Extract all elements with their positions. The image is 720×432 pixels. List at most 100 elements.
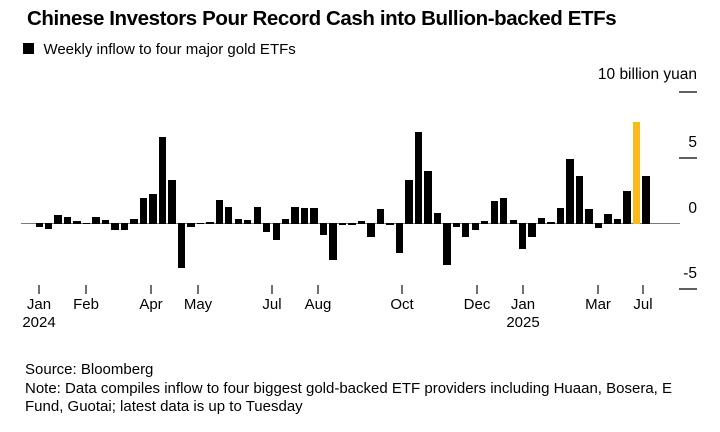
bar-week-43 xyxy=(443,223,451,266)
bar-week-36 xyxy=(376,208,385,224)
y-tick-label-5: 5 xyxy=(688,133,697,151)
bar-week-1 xyxy=(44,223,53,230)
bar-week-11 xyxy=(139,197,148,224)
bar-week-24 xyxy=(263,223,271,233)
bar-week-15 xyxy=(177,223,186,268)
bar-week-39 xyxy=(405,180,413,224)
x-tick-year-label-2025: 2025 xyxy=(506,314,540,331)
bar-week-23 xyxy=(253,206,261,224)
bar-week-57 xyxy=(575,175,584,224)
bar-week-58 xyxy=(585,208,593,224)
x-tick-mark-1 xyxy=(85,284,87,294)
bar-record-week-highlight xyxy=(632,122,641,224)
y-tick-label--5: -5 xyxy=(683,265,697,283)
bar-week-62 xyxy=(623,190,631,224)
x-tick-label-aug: Aug xyxy=(304,296,332,313)
bar-week-55 xyxy=(556,208,565,224)
bar-week-34 xyxy=(357,221,366,224)
x-tick-mark-3 xyxy=(197,284,199,294)
source-text: Source: Bloomberg xyxy=(25,361,154,378)
bar-week-29 xyxy=(310,208,318,224)
bar-week-4 xyxy=(73,220,81,224)
bar-week-5 xyxy=(82,223,91,225)
bar-week-41 xyxy=(424,171,432,224)
bar-week-30 xyxy=(319,223,328,235)
bar-week-33 xyxy=(348,223,356,226)
x-tick-label-jul: Jul xyxy=(633,296,653,313)
legend: Weekly inflow to four major gold ETFs xyxy=(23,41,296,59)
bar-week-59 xyxy=(594,223,603,228)
x-tick-year-label-2024: 2024 xyxy=(22,314,56,331)
bar-week-40 xyxy=(414,131,423,224)
bar-week-32 xyxy=(338,223,347,226)
bar-week-42 xyxy=(433,212,442,224)
bar-week-38 xyxy=(395,223,404,254)
bar-week-16 xyxy=(187,223,195,228)
x-tick-label-apr: Apr xyxy=(139,296,163,313)
x-tick-label-oct: Oct xyxy=(390,296,414,313)
y-tick-mark--5 xyxy=(679,288,697,291)
bar-week-20 xyxy=(225,206,233,224)
bar-week-10 xyxy=(130,219,138,224)
bar-week-28 xyxy=(300,208,309,224)
x-tick-mark-7 xyxy=(476,284,478,294)
bar-week-12 xyxy=(149,193,157,224)
bar-week-46 xyxy=(471,223,479,230)
legend-label: Weekly inflow to four major gold ETFs xyxy=(43,41,296,59)
bar-week-8 xyxy=(111,223,119,231)
x-tick-mark-5 xyxy=(317,284,319,294)
bar-week-37 xyxy=(386,223,394,226)
y-axis-unit-label: 10 billion yuan xyxy=(597,66,697,83)
bar-week-13 xyxy=(158,136,167,224)
x-tick-label-jul: Jul xyxy=(262,296,282,313)
x-tick-mark-0 xyxy=(38,284,40,294)
bar-week-26 xyxy=(281,219,290,224)
chart-title: Chinese Investors Pour Record Cash into … xyxy=(27,7,617,30)
bar-week-47 xyxy=(481,221,489,224)
footer: Source: Bloomberg Note: Data compiles in… xyxy=(25,361,693,417)
bar-week-49 xyxy=(500,198,508,224)
x-tick-mark-6 xyxy=(401,284,403,294)
bar-week-9 xyxy=(120,223,129,231)
legend-square-icon xyxy=(23,43,34,55)
x-tick-label-mar: Mar xyxy=(585,296,611,313)
bar-week-3 xyxy=(63,217,72,224)
x-tick-label-jan-2025: Jan xyxy=(510,296,536,313)
x-tick-mark-10 xyxy=(642,284,644,294)
x-tick-mark-9 xyxy=(597,284,599,294)
bar-week-22 xyxy=(244,219,252,224)
bar-week-0 xyxy=(35,223,43,228)
bar-week-19 xyxy=(215,200,223,224)
bar-week-60 xyxy=(604,214,612,224)
bar-week-45 xyxy=(462,223,470,237)
x-tick-mark-4 xyxy=(271,284,273,294)
x-tick-label-may: May xyxy=(183,296,213,313)
x-tick-label-feb: Feb xyxy=(73,296,99,313)
y-tick-mark-5 xyxy=(679,156,697,159)
bar-week-21 xyxy=(234,219,242,224)
bar-week-64 xyxy=(642,175,650,224)
bar-week-6 xyxy=(92,216,100,224)
bar-week-31 xyxy=(329,223,337,260)
bar-week-7 xyxy=(101,219,110,224)
bar-week-50 xyxy=(509,219,517,224)
bar-week-48 xyxy=(490,200,498,224)
bar-week-18 xyxy=(206,221,214,224)
bar-week-53 xyxy=(537,217,546,224)
bar-week-35 xyxy=(367,223,375,237)
bar-week-2 xyxy=(54,214,62,224)
bar-week-61 xyxy=(613,218,622,224)
bar-week-52 xyxy=(528,223,536,237)
bar-week-27 xyxy=(291,206,299,224)
bar-week-54 xyxy=(547,221,555,224)
note-text: Note: Data compiles inflow to four bigge… xyxy=(25,379,672,416)
x-tick-mark-2 xyxy=(150,284,152,294)
bar-week-14 xyxy=(168,180,176,224)
x-tick-mark-8 xyxy=(522,284,524,294)
bar-week-25 xyxy=(272,223,280,240)
y-tick-mark-10 xyxy=(679,90,697,93)
bar-week-44 xyxy=(452,223,460,228)
bar-week-51 xyxy=(518,223,527,250)
x-tick-label-jan-2024: Jan xyxy=(26,296,52,313)
